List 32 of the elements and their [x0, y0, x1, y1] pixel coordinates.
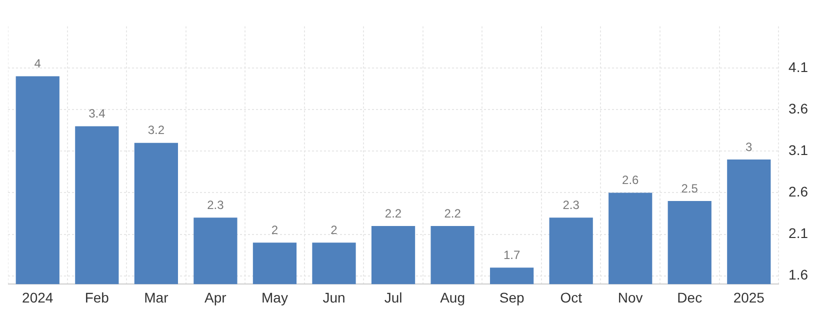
- data-label: 1.7: [503, 248, 520, 262]
- x-tick-label: 2025: [733, 289, 765, 306]
- data-label: 2.2: [444, 206, 462, 220]
- data-label: 2.5: [681, 181, 698, 196]
- data-label: 2.6: [622, 173, 640, 188]
- x-tick-label: Aug: [440, 289, 465, 306]
- x-tick-label: Jul: [384, 289, 402, 306]
- y-tick-label: 3.6: [788, 100, 808, 116]
- data-label: 4: [34, 56, 42, 71]
- y-tick-label: 3.1: [788, 142, 808, 158]
- data-label: 2.2: [384, 206, 402, 220]
- x-tick-label: Jun: [322, 289, 346, 306]
- x-tick-label: Mar: [144, 289, 169, 306]
- x-tick-label: May: [262, 289, 288, 306]
- y-tick-label: 2.1: [788, 225, 808, 242]
- x-tick-label: Apr: [204, 289, 227, 306]
- data-label: 3.2: [148, 123, 165, 138]
- data-label: 2: [330, 222, 338, 237]
- data-label: 3.4: [88, 106, 106, 121]
- y-tick-label: 1.6: [788, 266, 808, 283]
- y-tick-label: 2.6: [788, 184, 808, 200]
- x-tick-label: 2024: [22, 289, 54, 306]
- x-tick-label: Sep: [499, 289, 524, 306]
- x-tick-label: Feb: [84, 289, 110, 306]
- data-label: 2.3: [207, 198, 224, 212]
- y-tick-label: 4.1: [788, 58, 808, 75]
- x-tick-label: Nov: [618, 289, 643, 306]
- data-label: 2.3: [562, 198, 580, 212]
- data-label: 2: [271, 222, 278, 237]
- x-tick-label: Oct: [560, 289, 582, 306]
- data-label: 3: [746, 140, 753, 154]
- x-tick-label: Dec: [677, 289, 702, 306]
